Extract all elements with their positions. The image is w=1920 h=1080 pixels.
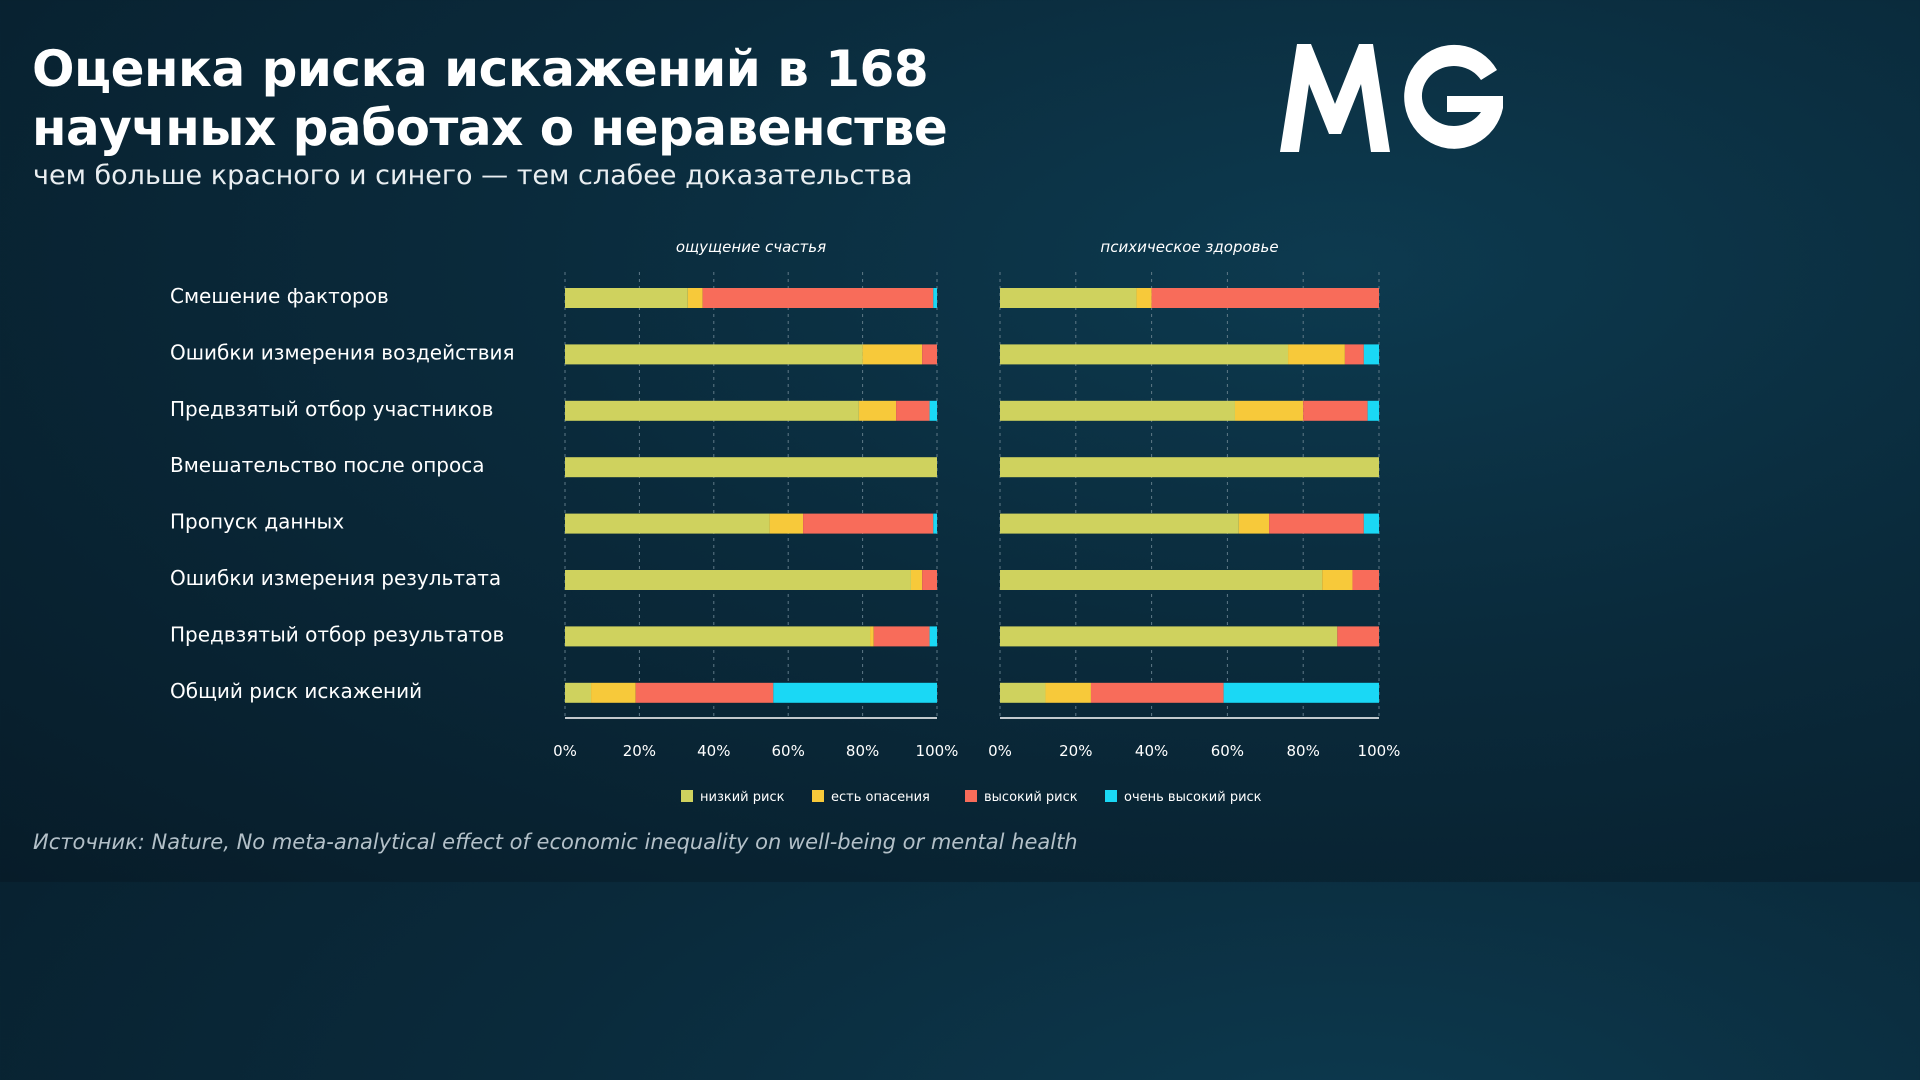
x-tick-label: 0% [988, 742, 1012, 760]
bar-segment [1000, 682, 1046, 703]
bar-segment [565, 288, 688, 308]
page-title: Оценка риска искажений в 168 научных раб… [32, 40, 948, 157]
bar-segment [1344, 344, 1364, 365]
bar-segment [565, 626, 871, 647]
x-tick-label: 100% [916, 742, 959, 760]
category-label: Общий риск искажений [170, 679, 422, 703]
legend-label: высокий риск [984, 790, 1078, 805]
bar-segment [929, 626, 937, 647]
bar-segment [858, 400, 897, 421]
x-tick-label: 100% [1358, 742, 1401, 760]
bar-segment [773, 682, 937, 703]
bar-segment [933, 513, 937, 534]
bar-segment [910, 570, 923, 590]
bar-segment [702, 288, 934, 308]
bar-segment [1288, 344, 1345, 365]
bar-segment [873, 626, 930, 647]
category-label: Предвзятый отбор участников [170, 397, 493, 421]
bar-segment [870, 626, 874, 647]
panel-title: ощущение счастья [676, 238, 826, 256]
bar-segment [1136, 288, 1152, 308]
bar-segment [1363, 513, 1379, 534]
bar-segment [565, 513, 770, 534]
bar-segment [1352, 570, 1379, 590]
x-tick-label: 40% [1135, 742, 1168, 760]
logo-letter-m [1280, 44, 1390, 152]
bar-segment [1000, 570, 1323, 590]
panel-title: психическое здоровье [1100, 238, 1278, 256]
bar-segment [565, 682, 592, 703]
bar-segment [896, 400, 930, 421]
bar-segment [565, 457, 937, 478]
x-tick-label: 80% [846, 742, 879, 760]
bar-segment [922, 570, 937, 590]
x-tick-label: 60% [772, 742, 805, 760]
mg-logo [1280, 44, 1503, 152]
legend-label: есть опасения [831, 790, 930, 805]
bar-segment [1151, 288, 1379, 308]
bar-segment [565, 570, 911, 590]
legend-swatch [681, 790, 693, 802]
bar-segment [929, 400, 937, 421]
legend-swatch [812, 790, 824, 802]
category-label: Смешение факторов [170, 284, 389, 308]
bar-segment [565, 344, 863, 365]
legend-label: очень высокий риск [1124, 790, 1262, 805]
legend-swatch [965, 790, 977, 802]
category-label: Ошибки измерения результата [170, 566, 501, 590]
bar-segment [862, 344, 923, 365]
bar-segment [1000, 626, 1338, 647]
bar-segment [769, 513, 804, 534]
source-note: Источник: Nature, No meta-analytical eff… [33, 830, 1078, 854]
bar-segment [1000, 457, 1379, 478]
bar-segment [1090, 682, 1224, 703]
bar-segment [1303, 400, 1368, 421]
bar-segment [591, 682, 636, 703]
x-tick-label: 20% [1059, 742, 1092, 760]
page-subtitle: чем больше красного и синего — тем слабе… [33, 160, 913, 191]
bar-segment [1045, 682, 1091, 703]
bar-segment [1000, 344, 1289, 365]
bar-segment [1322, 570, 1353, 590]
x-tick-label: 20% [623, 742, 656, 760]
category-label: Вмешательство после опроса [170, 453, 484, 477]
x-tick-label: 60% [1211, 742, 1244, 760]
bar-segment [687, 288, 703, 308]
logo-letter-g [1404, 44, 1503, 149]
bar-segment [933, 288, 937, 308]
bar-segment [1337, 626, 1379, 647]
bar-segment [1363, 344, 1379, 365]
x-tick-label: 40% [697, 742, 730, 760]
bar-segment [803, 513, 934, 534]
bar-segment [1238, 513, 1270, 534]
legend-label: низкий риск [700, 790, 785, 805]
legend-swatch [1105, 790, 1117, 802]
x-tick-label: 0% [553, 742, 577, 760]
bar-segment [922, 344, 937, 365]
bar-segment [1234, 400, 1304, 421]
bar-segment [1223, 682, 1379, 703]
category-label: Ошибки измерения воздействия [170, 340, 515, 364]
bar-segment [1367, 400, 1379, 421]
bar-segment [1000, 288, 1137, 308]
bar-segment [1000, 400, 1235, 421]
x-tick-label: 80% [1287, 742, 1320, 760]
risk-chart: Смешение факторов Ошибки измерения воздей… [170, 238, 1401, 805]
bar-segment [1000, 513, 1239, 534]
bar-segment [635, 682, 774, 703]
bar-segment [565, 400, 859, 421]
bar-segment [1269, 513, 1364, 534]
category-label: Предвзятый отбор результатов [170, 622, 504, 646]
category-label: Пропуск данных [170, 510, 344, 534]
